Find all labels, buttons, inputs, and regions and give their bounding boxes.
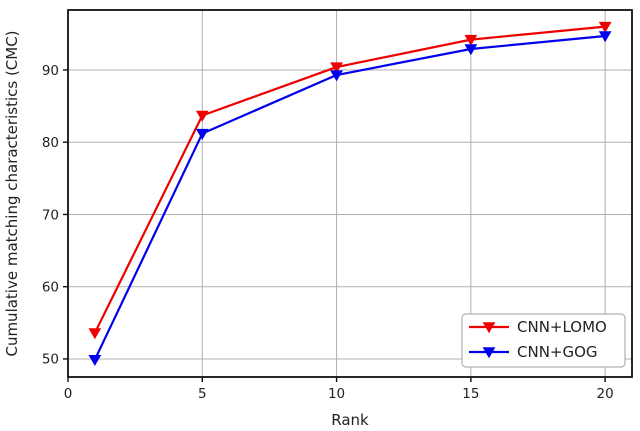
x-tick-label-10: 10 [328,386,345,402]
legend-marker-cnn-gog [482,347,496,359]
marker-cnn-gog-rank-1 [88,354,102,366]
marker-cnn-lomo-rank-1 [88,328,102,340]
plot-frame [67,9,633,378]
marker-cnn-lomo-rank-10 [330,62,343,74]
marker-cnn-gog-rank-5 [195,128,209,140]
y-tick-label-70: 70 [42,207,59,223]
legend-label-cnn-gog: CNN+GOG [517,343,598,361]
marker-cnn-gog-rank-15 [464,44,478,56]
x-tick-label-0: 0 [64,386,73,402]
x-axis-label: Rank [331,411,369,429]
legend-label-cnn-lomo: CNN+LOMO [517,318,607,336]
x-tick-label-5: 5 [198,386,207,402]
y-tick-label-60: 60 [42,279,59,295]
y-tick-label-80: 80 [42,135,59,151]
x-tick-label-15: 15 [462,386,479,402]
marker-cnn-lomo-rank-5 [195,110,209,122]
y-tick-label-90: 90 [42,63,59,79]
legend-marker-cnn-lomo [482,322,496,334]
y-tick-label-50: 50 [42,352,59,368]
marker-cnn-gog-rank-10 [330,70,343,82]
y-axis-label: Cumulative matching characteristics (CMC… [3,30,21,356]
x-tick-label-20: 20 [597,386,614,402]
marker-cnn-lomo-rank-15 [464,34,478,46]
marker-cnn-gog-rank-20 [598,31,612,43]
marker-cnn-lomo-rank-20 [598,21,612,33]
